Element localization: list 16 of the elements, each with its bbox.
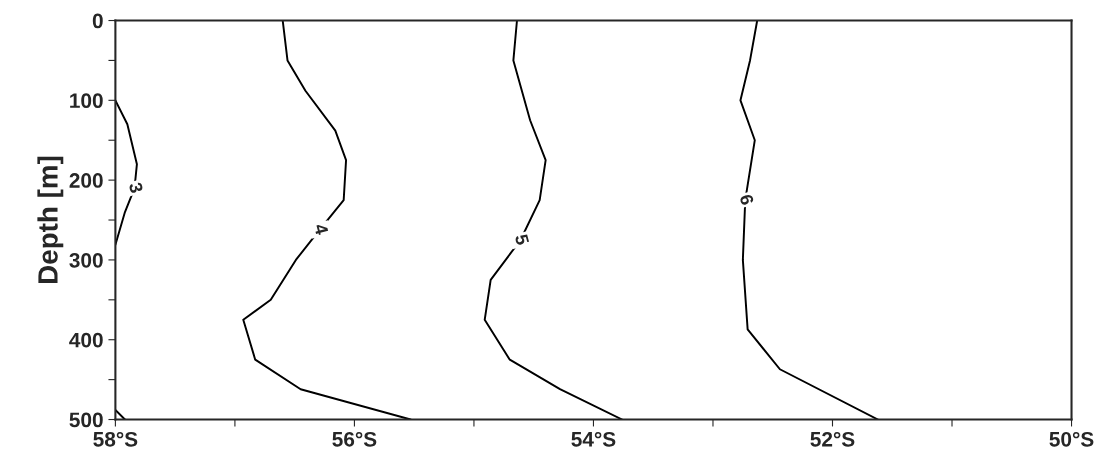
series-label: 4	[314, 223, 329, 236]
y-axis-title: Depth [m]	[37, 156, 64, 283]
x-tick-label: 52°S	[810, 431, 855, 447]
x-tick-label: 58°S	[93, 431, 138, 447]
y-tick-label: 0	[92, 13, 103, 29]
y-tick-label: 200	[69, 173, 103, 188]
y-tick-label: 300	[69, 252, 103, 268]
x-tick-label: 50°S	[1049, 431, 1094, 447]
y-tick-label: 100	[70, 93, 103, 109]
y-tick-label: 500	[69, 412, 103, 428]
series-label: 5	[514, 233, 530, 246]
x-tick-label: 54°S	[571, 431, 616, 447]
series-label: 6	[739, 193, 755, 206]
y-tick-label: 400	[69, 332, 103, 348]
x-tick-label: 56°S	[332, 431, 377, 447]
series-label: 3	[128, 181, 144, 194]
